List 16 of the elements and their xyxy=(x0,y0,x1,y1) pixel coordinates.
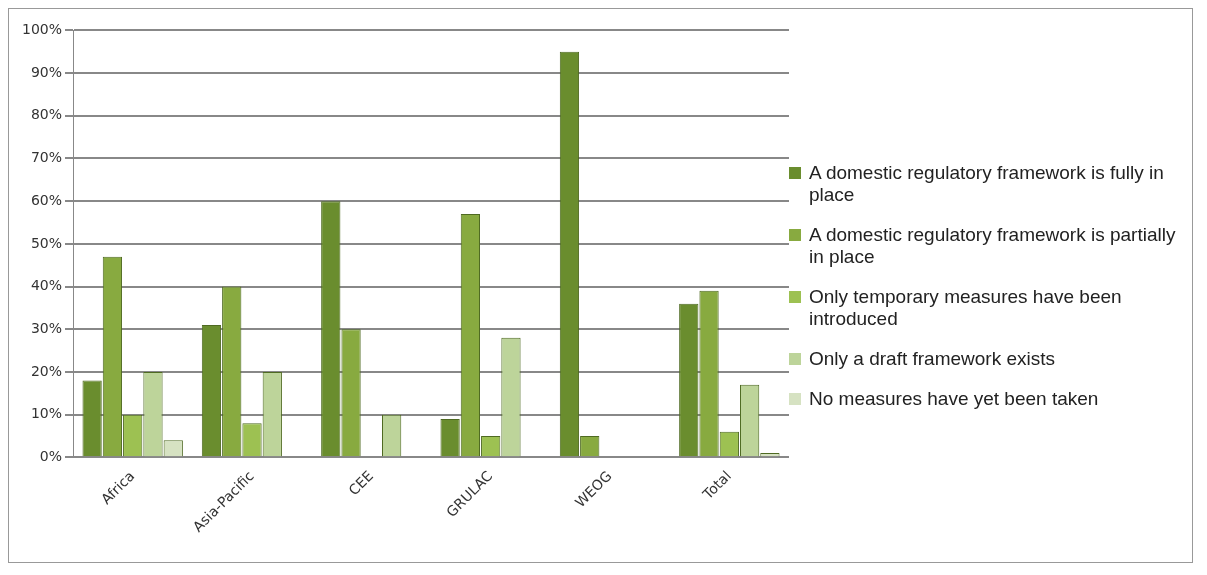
y-tick-label: 0% xyxy=(39,447,63,464)
legend-label: Only temporary measures have been introduced xyxy=(809,285,1123,330)
legend-label: A domestic regulatory framework is fully in place xyxy=(809,161,1165,206)
legend-label: No measures have yet been taken xyxy=(809,387,1099,410)
y-tick-label: 20% xyxy=(30,362,63,379)
y-tick-label: 50% xyxy=(30,234,63,251)
y-tick-label: 90% xyxy=(30,63,63,80)
y-tick-label: 60% xyxy=(30,191,63,208)
legend-label: A domestic regulatory framework is partially in place xyxy=(809,223,1177,268)
y-tick-label: 70% xyxy=(30,149,63,166)
y-tick-label: 10% xyxy=(30,405,63,422)
y-tick-label: 100% xyxy=(21,21,63,38)
legend-label: Only a draft framework exists xyxy=(809,347,1056,370)
y-tick-label: 40% xyxy=(30,277,63,294)
y-tick-label: 80% xyxy=(30,106,63,123)
y-tick-label: 30% xyxy=(30,319,63,336)
